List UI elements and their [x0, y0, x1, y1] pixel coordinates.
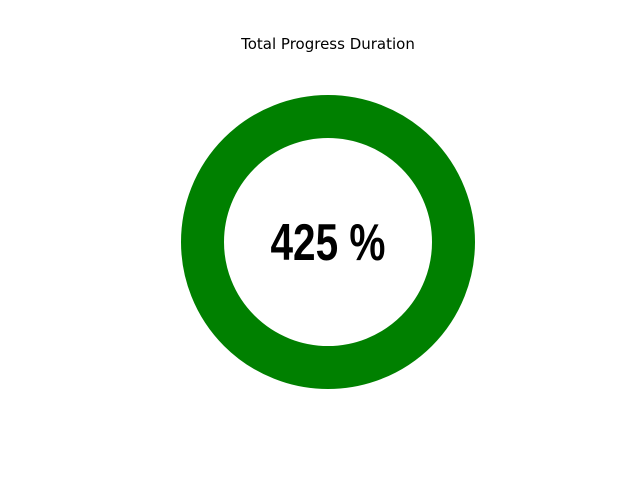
progress-ring-group [181, 95, 475, 389]
center-value-label: 425 % [271, 213, 386, 271]
chart-title: Total Progress Duration [240, 35, 415, 53]
progress-ring-slice [181, 95, 475, 389]
